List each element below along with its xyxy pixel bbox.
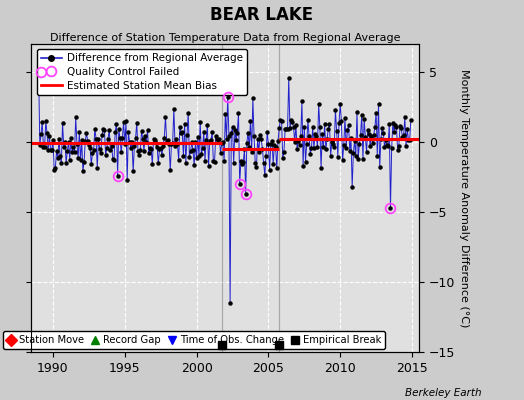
Title: Difference of Station Temperature Data from Regional Average: Difference of Station Temperature Data f… [50, 33, 400, 43]
Text: BEAR LAKE: BEAR LAKE [211, 6, 313, 24]
Text: Berkeley Earth: Berkeley Earth [406, 388, 482, 398]
Legend: Station Move, Record Gap, Time of Obs. Change, Empirical Break: Station Move, Record Gap, Time of Obs. C… [3, 331, 386, 349]
Y-axis label: Monthly Temperature Anomaly Difference (°C): Monthly Temperature Anomaly Difference (… [460, 69, 470, 327]
